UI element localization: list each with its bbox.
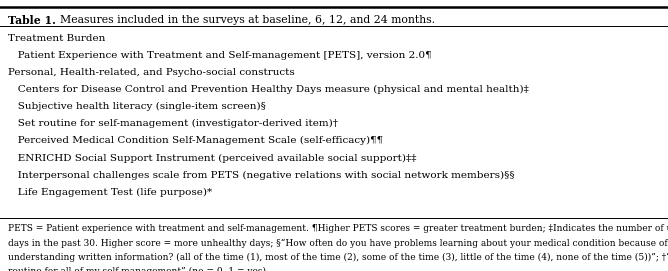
Text: Personal, Health-related, and Psycho-social constructs: Personal, Health-related, and Psycho-soc… — [8, 68, 295, 77]
Text: routine for all of my self-management” (no = 0, 1 = yes).: routine for all of my self-management” (… — [8, 266, 269, 271]
Text: Interpersonal challenges scale from PETS (negative relations with social network: Interpersonal challenges scale from PETS… — [8, 170, 514, 180]
Text: Measures included in the surveys at baseline, 6, 12, and 24 months.: Measures included in the surveys at base… — [59, 15, 435, 25]
Text: Perceived Medical Condition Self-Management Scale (self-efficacy)¶¶: Perceived Medical Condition Self-Managem… — [8, 136, 383, 146]
Text: Treatment Burden: Treatment Burden — [8, 34, 106, 43]
Text: Life Engagement Test (life purpose)*: Life Engagement Test (life purpose)* — [8, 188, 212, 197]
Text: ENRICHD Social Support Instrument (perceived available social support)‡‡: ENRICHD Social Support Instrument (perce… — [8, 153, 417, 163]
Text: Table 1.: Table 1. — [8, 15, 59, 26]
Text: PETS = Patient experience with treatment and self-management. ¶Higher PETS score: PETS = Patient experience with treatment… — [8, 224, 668, 233]
Text: Patient Experience with Treatment and Self-management [PETS], version 2.0¶: Patient Experience with Treatment and Se… — [8, 51, 432, 60]
Text: Set routine for self-management (investigator-derived item)†: Set routine for self-management (investi… — [8, 119, 338, 128]
Text: Centers for Disease Control and Prevention Healthy Days measure (physical and me: Centers for Disease Control and Preventi… — [8, 85, 529, 94]
Text: days in the past 30. Higher score = more unhealthy days; §“How often do you have: days in the past 30. Higher score = more… — [8, 238, 668, 247]
Text: Subjective health literacy (single-item screen)§: Subjective health literacy (single-item … — [8, 102, 266, 111]
Text: understanding written information? (all of the time (1), most of the time (2), s: understanding written information? (all … — [8, 252, 668, 262]
